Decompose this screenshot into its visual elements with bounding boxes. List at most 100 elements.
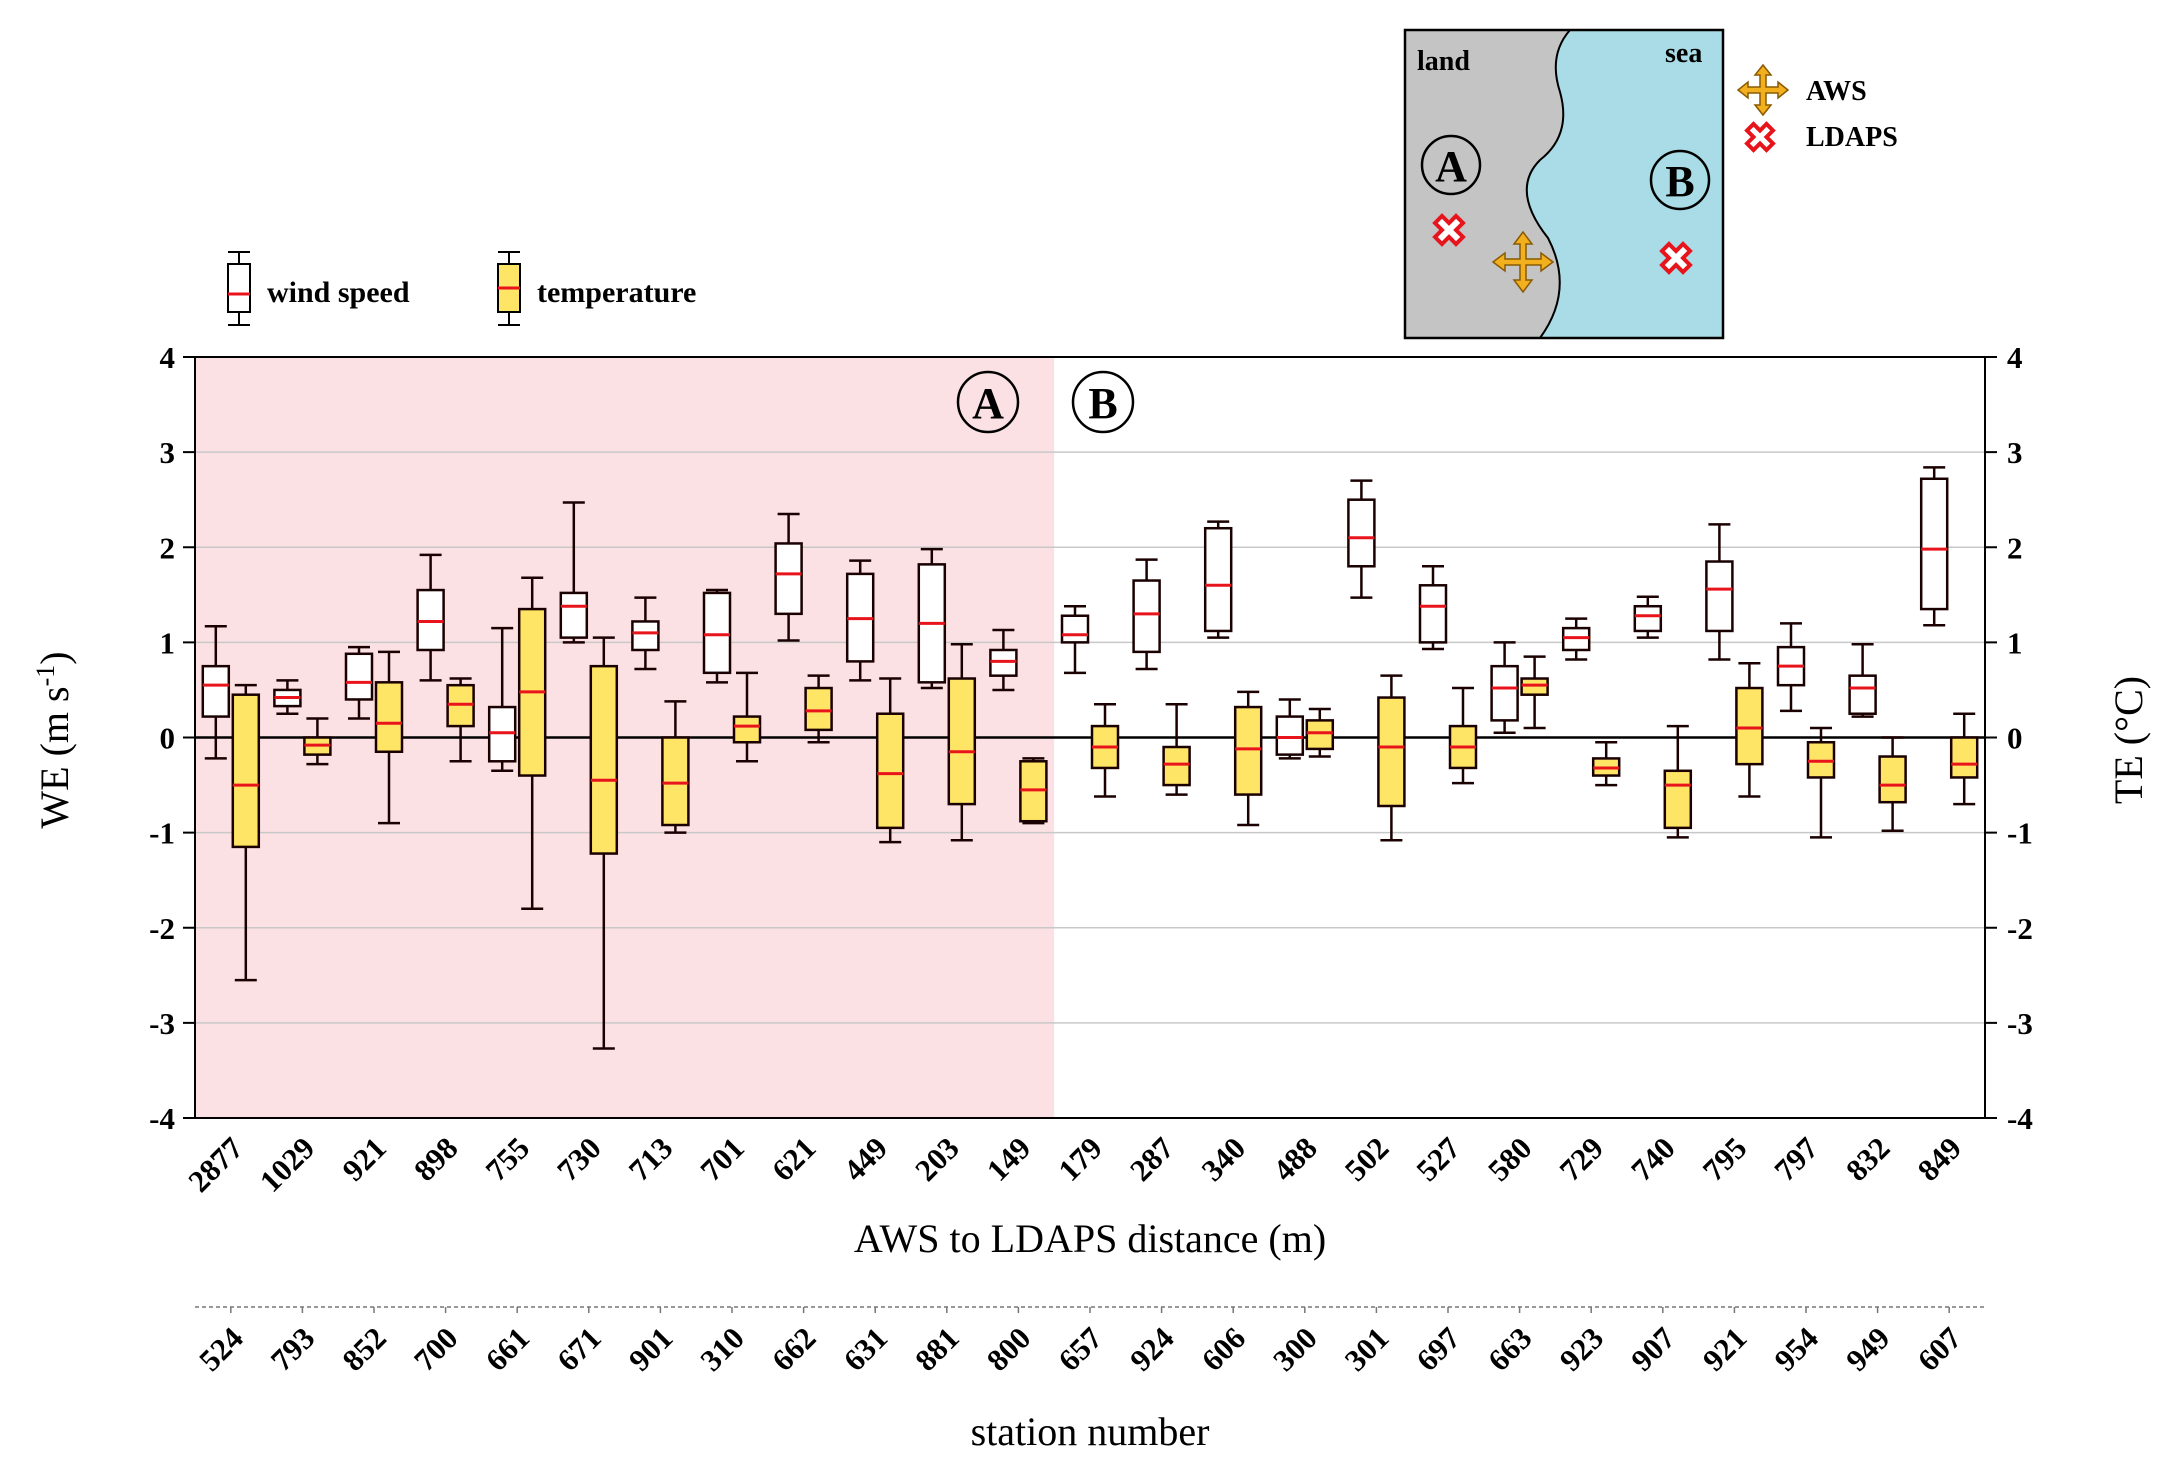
grid-lines xyxy=(195,451,1985,1024)
distance-label: 729 xyxy=(1553,1130,1611,1188)
station-label: 949 xyxy=(1839,1320,1897,1378)
box-wind-speed xyxy=(702,588,732,684)
y-left-tick-label: 0 xyxy=(160,721,176,756)
inset-a-circle xyxy=(1420,134,1482,196)
box-wind-speed xyxy=(344,645,374,720)
box-temperature xyxy=(1878,736,1907,832)
box-body xyxy=(1060,614,1090,644)
box-temperature xyxy=(374,650,404,825)
distance-label: 713 xyxy=(622,1130,680,1188)
box-body xyxy=(1490,664,1519,722)
y-left-tick-label: 4 xyxy=(160,340,176,375)
inset-aws-icon xyxy=(1491,230,1555,294)
box-body xyxy=(1162,745,1191,787)
box-wind-speed xyxy=(1060,604,1090,675)
y-axis-left-title: WE (m s-1) xyxy=(31,651,77,828)
y-left-tick-label: -1 xyxy=(149,816,175,851)
distance-label: 1029 xyxy=(253,1130,322,1199)
box-wind-speed xyxy=(1919,466,1949,627)
station-label: 923 xyxy=(1553,1320,1611,1378)
distance-label: 527 xyxy=(1409,1130,1467,1188)
station-label: 954 xyxy=(1767,1320,1825,1378)
box-temperature xyxy=(1806,726,1836,839)
y-left-tick-label: 2 xyxy=(160,530,176,565)
box-body xyxy=(1848,674,1877,715)
inset-sea-label: sea xyxy=(1665,38,1702,69)
station-label: 663 xyxy=(1481,1320,1539,1378)
box-wind-speed xyxy=(1561,617,1591,661)
y-right-tick-label: 4 xyxy=(2007,340,2023,375)
y-left-tick-label: -4 xyxy=(149,1101,175,1136)
y-left-title-end: ) xyxy=(32,651,77,664)
box-temperature xyxy=(1162,702,1191,796)
box-body xyxy=(1633,604,1663,633)
y-right-tick-label: 2 xyxy=(2007,530,2023,565)
distance-label: 740 xyxy=(1624,1130,1682,1188)
station-labels: 524 793 852 700 661 671 901 310 662 631 881 800 657 9… xyxy=(192,1320,1968,1378)
legend-ldaps-label: LDAPS xyxy=(1806,122,1898,153)
box-body xyxy=(559,591,589,639)
box-temperature xyxy=(1448,686,1478,785)
distance-label: 730 xyxy=(550,1130,608,1188)
box-wind-speed xyxy=(1705,523,1734,661)
inset-ldaps-b-icon xyxy=(1659,241,1693,275)
legend-aws-label: AWS xyxy=(1806,76,1867,107)
box-wind-speed xyxy=(631,596,660,671)
box-body xyxy=(947,677,977,806)
legend-temperature-label: temperature xyxy=(537,276,696,309)
box-plots xyxy=(201,466,1979,1050)
box-body xyxy=(1132,579,1161,654)
distance-labels: 2877 1029 921 898 755 730 713 701 621 449 203 149 17… xyxy=(181,1130,1968,1199)
box-temperature xyxy=(1090,702,1120,798)
distance-label: 580 xyxy=(1481,1130,1539,1188)
secondary-axis-ticks xyxy=(230,1307,1950,1313)
distance-label: 179 xyxy=(1051,1130,1109,1188)
box-temperature xyxy=(804,674,833,744)
station-label: 901 xyxy=(622,1320,680,1378)
station-label: 301 xyxy=(1338,1320,1396,1378)
box-body xyxy=(1663,769,1693,830)
distance-label: 2877 xyxy=(181,1130,250,1199)
box-wind-speed xyxy=(1633,595,1663,639)
box-body xyxy=(1418,584,1448,644)
box-body xyxy=(201,664,231,718)
box-temperature xyxy=(1377,674,1406,842)
station-label: 700 xyxy=(407,1320,465,1378)
distance-label: 797 xyxy=(1767,1130,1825,1188)
y-right-tick-label: -1 xyxy=(2007,816,2033,851)
box-temperature xyxy=(1019,757,1048,825)
box-wind-speed xyxy=(1776,622,1806,713)
station-label: 800 xyxy=(980,1320,1038,1378)
box-wind-speed xyxy=(1203,520,1233,639)
station-label: 524 xyxy=(192,1320,250,1378)
box-temperature xyxy=(1949,712,1979,806)
box-temperature xyxy=(1233,690,1263,827)
legend-wind-speed-symbol xyxy=(227,251,251,326)
legend: wind speed temperature xyxy=(227,251,696,326)
station-label: 671 xyxy=(550,1320,608,1378)
box-body xyxy=(1233,705,1263,796)
box-body xyxy=(1377,696,1406,808)
inset-land-label: land xyxy=(1417,46,1470,77)
box-temperature xyxy=(1591,741,1621,787)
station-label: 881 xyxy=(908,1320,966,1378)
box-temperature xyxy=(1663,724,1693,839)
y-axis-right-title: TE (°C) xyxy=(2106,676,2151,804)
distance-label: 621 xyxy=(765,1130,823,1188)
y-axis-left: -4 -3 -2 -1 0 1 2 3 4 xyxy=(149,340,195,1136)
y-right-tick-label: 3 xyxy=(2007,435,2023,470)
station-label: 793 xyxy=(264,1320,322,1378)
box-temperature xyxy=(947,643,977,842)
box-wind-speed xyxy=(487,626,517,773)
box-body xyxy=(875,712,905,830)
box-body xyxy=(774,542,803,616)
box-body xyxy=(1878,755,1907,804)
box-wind-speed xyxy=(1418,565,1448,651)
box-temperature xyxy=(1520,655,1549,730)
inset-map: land sea A B xyxy=(1403,28,1725,340)
box-temperature xyxy=(1735,662,1764,798)
y-right-tick-label: -4 xyxy=(2007,1101,2033,1136)
y-right-tick-label: 1 xyxy=(2007,625,2023,660)
box-body xyxy=(1305,719,1335,751)
